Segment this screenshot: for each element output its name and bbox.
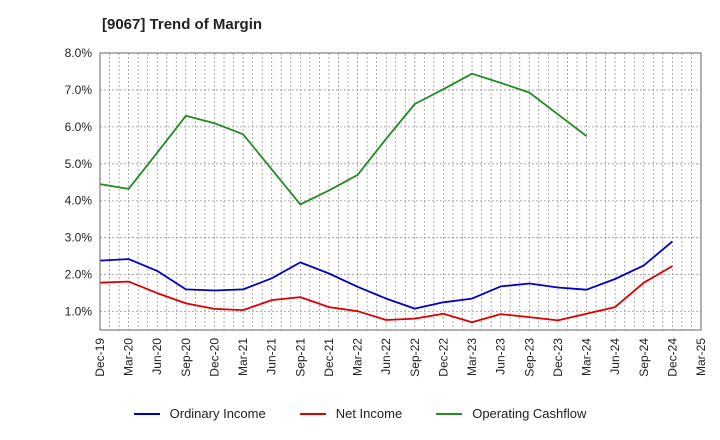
legend-swatch-net-income: [299, 412, 326, 415]
legend-swatch-operating-cashflow: [436, 412, 463, 415]
x-tick-label: Mar-25: [694, 338, 708, 376]
x-tick-label: Jun-23: [494, 338, 508, 375]
legend-item-operating-cashflow: Operating Cashflow: [436, 406, 586, 421]
x-tick-label: Mar-22: [351, 338, 365, 376]
y-tick-label: 6.0%: [65, 120, 93, 134]
x-tick-label: Mar-24: [580, 338, 594, 376]
x-tick-label: Mar-20: [122, 338, 136, 376]
x-tick-label: Jun-22: [379, 338, 393, 375]
plot-area-frame: [99, 52, 702, 331]
x-tick-label: Dec-19: [93, 338, 107, 377]
y-tick-label: 5.0%: [65, 157, 93, 171]
x-tick-label: Jun-24: [608, 338, 622, 375]
x-tick-label: Jun-20: [150, 338, 164, 375]
x-tick-label: Sep-22: [408, 338, 422, 377]
y-tick-label: 1.0%: [65, 305, 93, 319]
x-tick-label: Dec-24: [665, 338, 679, 377]
x-tick-label: Dec-22: [436, 338, 450, 377]
y-tick-label: 3.0%: [65, 231, 93, 245]
legend-label-net-income: Net Income: [335, 406, 403, 421]
x-tick-label: Sep-23: [522, 338, 536, 377]
grid: [100, 52, 701, 330]
legend: Ordinary Income Net Income Operating Cas…: [0, 406, 720, 421]
legend-label-ordinary-income: Ordinary Income: [169, 406, 266, 421]
x-tick-label: Mar-23: [465, 338, 479, 376]
y-tick-label: 8.0%: [65, 46, 93, 60]
x-tick-label: Sep-24: [637, 338, 651, 377]
series-lines: [99, 72, 673, 324]
x-tick-label: Dec-23: [551, 338, 565, 377]
series-line-net-income: [99, 265, 673, 324]
y-axis-ticks: 1.0% 2.0% 3.0% 4.0% 5.0% 6.0% 7.0% 8.0%: [65, 46, 93, 319]
x-tick-label: Dec-21: [322, 338, 336, 377]
legend-swatch-ordinary-income: [133, 412, 160, 415]
series-line-ordinary-income: [99, 240, 673, 310]
x-tick-label: Mar-21: [236, 338, 250, 376]
y-tick-label: 4.0%: [65, 194, 93, 208]
x-tick-label: Dec-20: [207, 338, 221, 377]
x-tick-label: Sep-21: [293, 338, 307, 377]
series-line-operating-cashflow: [99, 72, 588, 206]
chart-title: [9067] Trend of Margin: [102, 16, 263, 33]
y-tick-label: 7.0%: [65, 83, 93, 97]
x-axis-ticks: Dec-19 Mar-20 Jun-20 Sep-20 Dec-20 Mar-21 Jun-…: [93, 338, 708, 377]
legend-item-net-income: Net Income: [299, 406, 403, 421]
x-tick-label: Jun-21: [265, 338, 279, 375]
legend-label-operating-cashflow: Operating Cashflow: [472, 406, 587, 421]
legend-item-ordinary-income: Ordinary Income: [133, 406, 266, 421]
y-tick-label: 2.0%: [65, 268, 93, 282]
x-tick-label: Sep-20: [179, 338, 193, 377]
